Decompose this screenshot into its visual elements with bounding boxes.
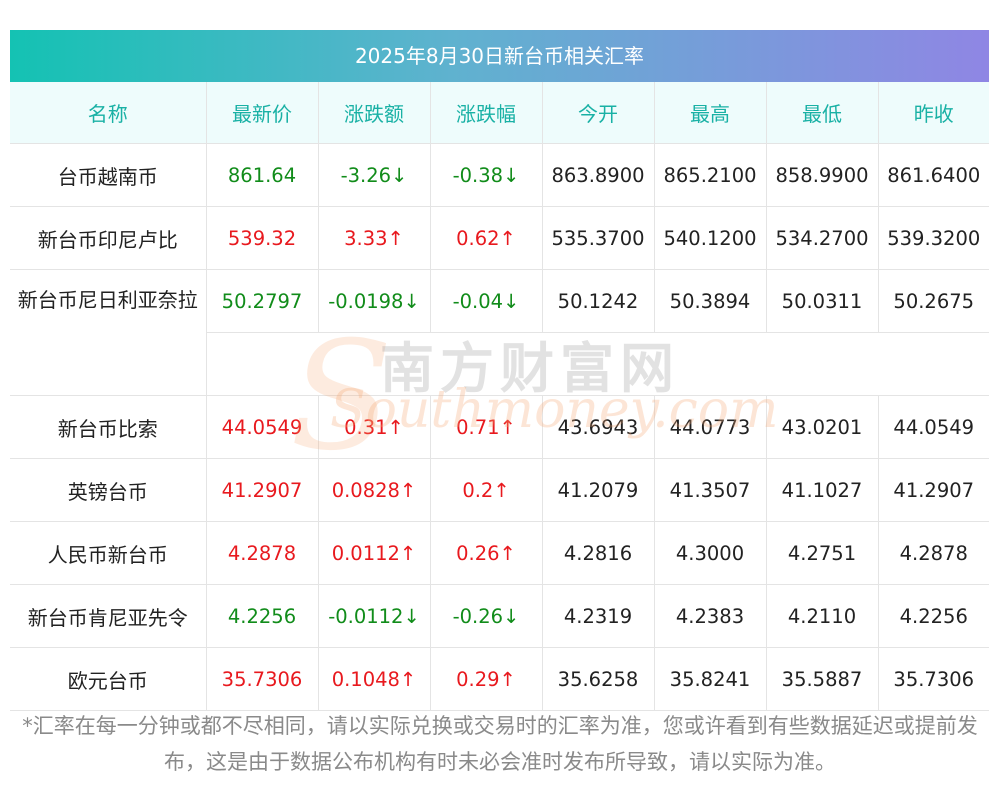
cell-last: 50.2797 [206,269,319,333]
cell-open: 4.2319 [542,584,655,648]
cell-change-pct: -0.26↓ [430,584,543,648]
cell-prev-close: 50.2675 [878,269,989,333]
cell-high: 865.2100 [654,143,767,207]
header-prev-close: 昨收 [878,82,989,144]
cell-prev-close: 861.6400 [878,143,989,207]
cell-currency-pair: 人民币新台币 [10,521,207,585]
cell-last: 4.2878 [206,521,319,585]
header-last: 最新价 [206,82,319,144]
cell-open: 4.2816 [542,521,655,585]
cell-low: 4.2751 [766,521,879,585]
cell-change-pct: -0.04↓ [430,269,543,333]
cell-low: 534.2700 [766,206,879,270]
cell-last: 41.2907 [206,458,319,522]
cell-low: 41.1027 [766,458,879,522]
footnote: *汇率在每一分钟或都不尽相同，请以实际兑换或交易时的汇率为准，您或许看到有些数据… [22,714,978,774]
table-row: 人民币新台币 4.2878 0.0112↑ 0.26↑ 4.2816 4.3000 4.27… [10,521,989,585]
table-title: 2025年8月30日新台币相关汇率 [10,30,989,82]
header-high: 最高 [654,82,767,144]
cell-prev-close: 4.2878 [878,521,989,585]
table-row: 英镑台币 41.2907 0.0828↑ 0.2↑ 41.2079 41.3507 41.1… [10,458,989,522]
cell-low: 858.9900 [766,143,879,207]
table-row: 新台币肯尼亚先令 4.2256 -0.0112↓ -0.26↓ 4.2319 4.2383… [10,584,989,648]
table-row: 欧元台币 35.7306 0.1048↑ 0.29↑ 35.6258 35.8241 35.… [10,647,989,711]
cell-open: 41.2079 [542,458,655,522]
cell-change-pct: 0.62↑ [430,206,543,270]
cell-last: 861.64 [206,143,319,207]
header-change-pct: 涨跌幅 [430,82,543,144]
cell-open: 50.1242 [542,269,655,333]
cell-change: -0.0112↓ [318,584,431,648]
cell-prev-close: 41.2907 [878,458,989,522]
cell-high: 44.0773 [654,395,767,459]
cell-currency-pair: 新台币比索 [10,395,207,459]
cell-low: 35.5887 [766,647,879,711]
cell-change: 0.31↑ [318,395,431,459]
cell-low: 4.2110 [766,584,879,648]
cell-high: 540.1200 [654,206,767,270]
cell-currency-pair: 英镑台币 [10,458,207,522]
exchange-rate-table: 名称 最新价 涨跌额 涨跌幅 今开 最高 最低 昨收 台币越南币 861.64 -3… [10,82,989,711]
cell-last: 539.32 [206,206,319,270]
cell-change: -3.26↓ [318,143,431,207]
table-row-continuation [10,332,989,396]
cell-currency-pair: 台币越南币 [10,143,207,207]
cell-open: 35.6258 [542,647,655,711]
cell-change: 0.1048↑ [318,647,431,711]
cell-prev-close: 35.7306 [878,647,989,711]
cell-change-pct: 0.2↑ [430,458,543,522]
row-spacer [206,332,989,396]
cell-prev-close: 4.2256 [878,584,989,648]
table-row: 台币越南币 861.64 -3.26↓ -0.38↓ 863.8900 865.2100 8… [10,143,989,207]
cell-change: 3.33↑ [318,206,431,270]
cell-currency-pair: 新台币印尼卢比 [10,206,207,270]
table-row: 新台币比索 44.0549 0.31↑ 0.71↑ 43.6943 44.0773 43.0… [10,395,989,459]
cell-low: 43.0201 [766,395,879,459]
table-row: 新台币印尼卢比 539.32 3.33↑ 0.62↑ 535.3700 540.1200 5… [10,206,989,270]
cell-prev-close: 44.0549 [878,395,989,459]
cell-change: 0.0828↑ [318,458,431,522]
rate-table-container: 2025年8月30日新台币相关汇率 名称 最新价 涨跌额 涨跌幅 今开 最高 最… [10,30,989,711]
cell-high: 4.2383 [654,584,767,648]
header-low: 最低 [766,82,879,144]
cell-change: -0.0198↓ [318,269,431,333]
cell-last: 4.2256 [206,584,319,648]
header-row: 名称 最新价 涨跌额 涨跌幅 今开 最高 最低 昨收 [10,82,989,144]
cell-open: 535.3700 [542,206,655,270]
cell-change-pct: 0.26↑ [430,521,543,585]
header-open: 今开 [542,82,655,144]
cell-change: 0.0112↑ [318,521,431,585]
header-name: 名称 [10,82,207,144]
table-row: 新台币尼日利亚奈拉 50.2797 -0.0198↓ -0.04↓ 50.1242 50.… [10,269,989,396]
cell-last: 44.0549 [206,395,319,459]
cell-currency-pair: 欧元台币 [10,647,207,711]
cell-high: 41.3507 [654,458,767,522]
cell-open: 43.6943 [542,395,655,459]
cell-prev-close: 539.3200 [878,206,989,270]
cell-high: 50.3894 [654,269,767,333]
cell-currency-pair: 新台币肯尼亚先令 [10,584,207,648]
cell-change-pct: 0.71↑ [430,395,543,459]
cell-change-pct: -0.38↓ [430,143,543,207]
cell-low: 50.0311 [766,269,879,333]
cell-open: 863.8900 [542,143,655,207]
cell-last: 35.7306 [206,647,319,711]
cell-high: 35.8241 [654,647,767,711]
header-change: 涨跌额 [318,82,431,144]
cell-change-pct: 0.29↑ [430,647,543,711]
cell-currency-pair: 新台币尼日利亚奈拉 [10,269,207,396]
cell-high: 4.3000 [654,521,767,585]
